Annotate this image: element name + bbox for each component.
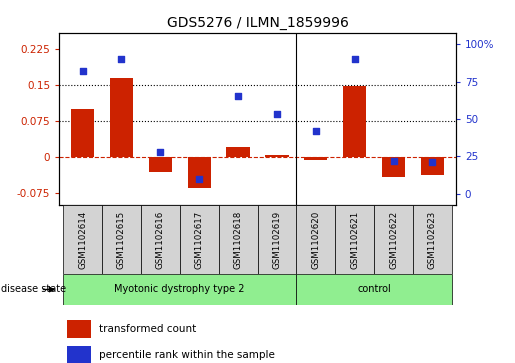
Bar — [180, 205, 219, 274]
Title: GDS5276 / ILMN_1859996: GDS5276 / ILMN_1859996 — [166, 16, 349, 30]
Text: GSM1102622: GSM1102622 — [389, 211, 398, 269]
Bar — [187, 157, 211, 188]
Text: percentile rank within the sample: percentile rank within the sample — [99, 350, 275, 360]
Bar — [71, 109, 94, 157]
Bar — [102, 205, 141, 274]
Point — [117, 56, 126, 62]
Text: control: control — [357, 285, 391, 294]
Text: GSM1102619: GSM1102619 — [272, 211, 281, 269]
Bar — [67, 320, 91, 338]
Text: GSM1102621: GSM1102621 — [350, 211, 359, 269]
Text: GSM1102618: GSM1102618 — [234, 211, 243, 269]
Bar — [63, 274, 296, 305]
Bar — [374, 205, 413, 274]
Bar — [265, 155, 288, 157]
Text: Myotonic dystrophy type 2: Myotonic dystrophy type 2 — [114, 285, 245, 294]
Text: GSM1102616: GSM1102616 — [156, 211, 165, 269]
Bar — [219, 205, 258, 274]
Point — [273, 111, 281, 117]
Bar — [335, 205, 374, 274]
Text: GSM1102623: GSM1102623 — [428, 211, 437, 269]
Point — [351, 56, 359, 62]
Bar — [382, 157, 405, 177]
Point — [389, 158, 398, 164]
Point — [234, 94, 242, 99]
Bar — [63, 205, 102, 274]
Bar — [421, 157, 444, 175]
Bar — [343, 86, 366, 157]
Bar — [141, 205, 180, 274]
Text: GSM1102615: GSM1102615 — [117, 211, 126, 269]
Point — [428, 159, 437, 165]
Text: GSM1102617: GSM1102617 — [195, 211, 204, 269]
Bar — [227, 147, 250, 157]
Text: transformed count: transformed count — [99, 324, 196, 334]
Bar — [149, 157, 172, 172]
Bar — [258, 205, 296, 274]
Bar — [413, 205, 452, 274]
Point — [195, 176, 203, 182]
Bar — [304, 157, 328, 160]
Text: GSM1102614: GSM1102614 — [78, 211, 87, 269]
Point — [156, 149, 164, 155]
Point — [312, 128, 320, 134]
Text: disease state: disease state — [1, 285, 66, 294]
Bar — [67, 346, 91, 363]
Point — [78, 68, 87, 74]
Bar — [296, 274, 452, 305]
Bar — [110, 78, 133, 157]
Bar — [296, 205, 335, 274]
Text: GSM1102620: GSM1102620 — [311, 211, 320, 269]
